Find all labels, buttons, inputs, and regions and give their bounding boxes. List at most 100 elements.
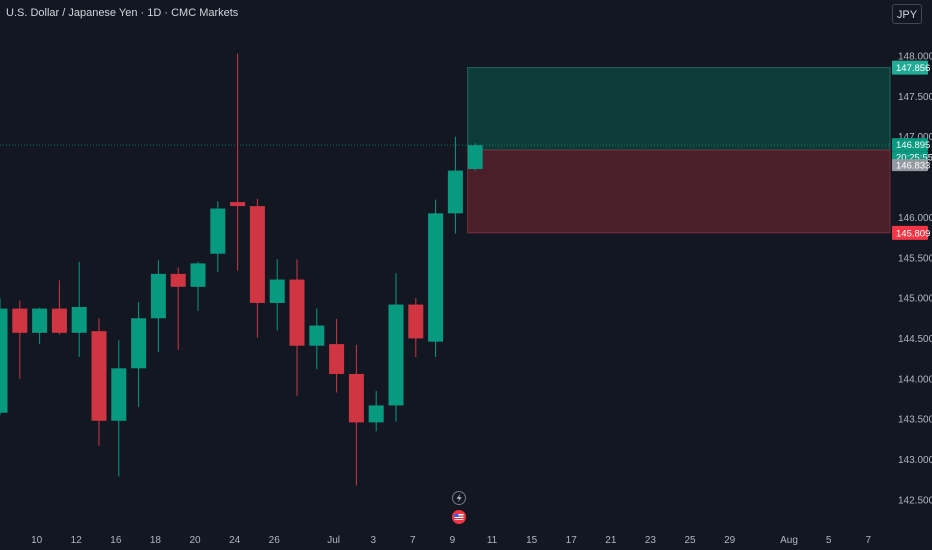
candle[interactable] [131,302,147,408]
price-axis-label: 145.000 [898,294,932,305]
time-axis-label: 16 [110,535,122,546]
candle-body [368,405,384,423]
candle[interactable] [348,344,364,486]
candle[interactable] [0,298,8,416]
candle[interactable] [190,261,206,312]
profit-zone[interactable] [467,67,891,151]
stop-price-tag-text: 145.809 [896,228,930,239]
candle-body [190,263,206,287]
time-axis-label: 20 [189,535,201,546]
target-price-tag-text: 147.856 [896,63,930,74]
chart-title: U.S. Dollar / Japanese Yen · 1D · CMC Ma… [6,7,239,19]
candle-body [388,304,404,406]
current-price-tag-text: 146.895 [896,140,930,151]
lightning-icon[interactable] [452,491,466,505]
candle[interactable] [467,143,483,171]
entry-price-tag: 146.833 [892,159,930,172]
time-axis-label: 23 [645,535,657,546]
candle-body [170,273,186,287]
candle-body [150,273,166,319]
candle[interactable] [71,261,87,358]
candle[interactable] [210,201,226,273]
current-price-tag-bg [892,138,928,152]
time-axis-label: 24 [229,535,241,546]
lightning-icon-bolt [456,493,462,503]
time-axis-label: 7 [410,535,416,546]
price-axis-label: 144.500 [898,334,932,345]
time-axis-label: 29 [724,535,736,546]
time-axis-label: 17 [566,535,578,546]
time-axis-label: Jul [327,535,340,546]
candle-body [230,202,246,207]
price-axis-label: 144.000 [898,374,932,385]
candle[interactable] [309,308,325,370]
time-axis-label: 21 [605,535,617,546]
candle-body [467,145,483,169]
stop-price-tag-bg [892,225,928,240]
candle-body [408,304,424,339]
candle-body [0,308,8,413]
candle[interactable] [170,267,186,350]
time-axis-label: 12 [71,535,83,546]
price-axis-label: 147.500 [898,92,932,103]
candle-body [329,344,345,374]
price-axis-label: 148.000 [898,52,932,63]
us-flag-icon[interactable] [452,510,466,524]
candle-body [348,373,364,423]
time-axis-label: 3 [370,535,376,546]
time-axis-label: 7 [865,535,871,546]
loss-zone[interactable] [467,149,891,234]
candle[interactable] [447,136,463,234]
price-axis-label: 147.000 [898,132,932,143]
candle-body [269,279,285,303]
stop-price-tag: 145.809 [892,225,930,240]
us-flag-icon-stripes [454,514,464,520]
candle[interactable] [91,318,107,446]
time-axis-label: 15 [526,535,538,546]
candle-body [71,306,87,333]
time-axis-label: 10 [31,535,43,546]
candle[interactable] [230,53,246,271]
time-axis-label: 25 [684,535,696,546]
candle[interactable] [408,298,424,358]
price-axis-label: 145.500 [898,253,932,264]
candle-body [249,206,265,303]
entry-price-tag-text: 146.833 [896,161,930,172]
candle[interactable] [111,340,127,477]
candle-body [91,331,107,421]
price-axis-label: 146.000 [898,213,932,224]
time-axis-label: 26 [269,535,281,546]
countdown-tag-text: 20:25:55 [896,153,932,164]
time-axis-label: 18 [150,535,162,546]
current-price-tag: 146.895 [892,138,930,152]
candle-body [210,208,226,254]
candle-body [51,308,67,333]
price-axis-label: 142.500 [898,495,932,506]
candle[interactable] [269,259,285,331]
candle[interactable] [32,307,48,345]
us-flag-icon-stripe [454,518,464,520]
candle-body [131,318,147,369]
currency-button[interactable]: JPY [892,4,922,24]
price-axis-label: 143.000 [898,455,932,466]
candle[interactable] [150,260,166,353]
candle[interactable] [388,273,404,422]
candle-body [32,308,48,333]
candle[interactable] [12,300,28,379]
candle[interactable] [428,199,444,358]
candle-body [309,325,325,346]
candle[interactable] [329,319,345,393]
time-axis-label: 5 [826,535,832,546]
candle[interactable] [368,390,384,432]
candle[interactable] [51,280,67,335]
entry-price-tag-bg [892,159,928,172]
time-axis-label: 9 [450,535,456,546]
candle[interactable] [249,198,265,338]
us-flag-icon-stripe [454,515,464,517]
target-price-tag: 147.856 [892,60,930,75]
candle-body [289,279,305,346]
candle[interactable] [289,259,305,396]
time-axis-label: 11 [487,535,498,546]
